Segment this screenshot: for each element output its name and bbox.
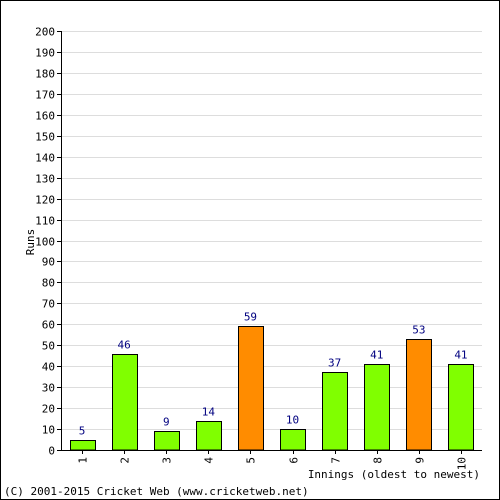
x-axis-label: Innings (oldest to newest) bbox=[308, 468, 480, 481]
x-tick-label: 8 bbox=[372, 457, 385, 464]
y-tick-label: 180 bbox=[35, 68, 55, 81]
y-tick-label: 30 bbox=[42, 382, 55, 395]
bar-value-label: 10 bbox=[286, 414, 299, 427]
y-tick-label: 80 bbox=[42, 277, 55, 290]
bar-value-label: 37 bbox=[328, 357, 341, 370]
bar bbox=[448, 364, 474, 451]
bar-value-label: 14 bbox=[202, 406, 216, 419]
y-tick-label: 50 bbox=[42, 340, 55, 353]
y-tick-label: 100 bbox=[35, 236, 55, 249]
value-labels: 5 46 9 14 59 10 37 41 53 41 bbox=[79, 311, 468, 438]
x-tick-label: 10 bbox=[456, 457, 469, 470]
bars bbox=[70, 326, 474, 451]
x-tick-label: 4 bbox=[203, 457, 216, 464]
bar bbox=[196, 421, 222, 451]
bar-value-label: 5 bbox=[79, 425, 86, 438]
y-tick-label: 90 bbox=[42, 256, 55, 269]
y-tick-label: 40 bbox=[42, 361, 55, 374]
x-tick-label: 5 bbox=[245, 457, 258, 464]
bar bbox=[154, 431, 180, 451]
y-tick-label: 200 bbox=[35, 26, 55, 39]
y-tick-label: 10 bbox=[42, 424, 55, 437]
y-tick-label: 140 bbox=[35, 152, 55, 165]
y-tick-label: 150 bbox=[35, 131, 55, 144]
y-tick-label: 70 bbox=[42, 298, 55, 311]
y-tick-label: 190 bbox=[35, 47, 55, 60]
y-axis-label: Runs bbox=[24, 229, 37, 256]
bar-value-label: 59 bbox=[244, 311, 257, 324]
bar-value-label: 9 bbox=[163, 416, 170, 429]
y-tick-label: 60 bbox=[42, 319, 55, 332]
y-tick-label: 120 bbox=[35, 194, 55, 207]
bar bbox=[406, 339, 432, 451]
bar bbox=[238, 326, 264, 451]
x-tick-label: 1 bbox=[77, 457, 90, 464]
bar bbox=[70, 440, 96, 451]
x-tick-label: 2 bbox=[119, 457, 132, 464]
x-tick-label: 9 bbox=[414, 457, 427, 464]
x-tick-label: 6 bbox=[288, 457, 301, 464]
bar-value-label: 53 bbox=[412, 324, 425, 337]
bar-value-label: 46 bbox=[118, 339, 131, 352]
bar bbox=[322, 372, 348, 451]
bar bbox=[364, 364, 390, 451]
x-tick-label: 3 bbox=[161, 457, 174, 464]
y-tick-label: 130 bbox=[35, 173, 55, 186]
y-tick-label: 170 bbox=[35, 89, 55, 102]
y-tick-label: 160 bbox=[35, 110, 55, 123]
bar bbox=[280, 429, 306, 451]
bar-value-label: 41 bbox=[454, 349, 467, 362]
y-axis-ticks: 0 10 20 30 40 50 60 70 80 90 100 110 120 130 140 150 160… bbox=[35, 26, 61, 458]
y-tick-label: 0 bbox=[48, 445, 55, 458]
copyright-footer: (C) 2001-2015 Cricket Web (www.cricketwe… bbox=[4, 485, 309, 498]
bar-value-label: 41 bbox=[370, 349, 383, 362]
y-tick-label: 110 bbox=[35, 215, 55, 228]
x-tick-label: 7 bbox=[330, 457, 343, 464]
bar bbox=[112, 354, 138, 451]
y-tick-label: 20 bbox=[42, 403, 55, 416]
